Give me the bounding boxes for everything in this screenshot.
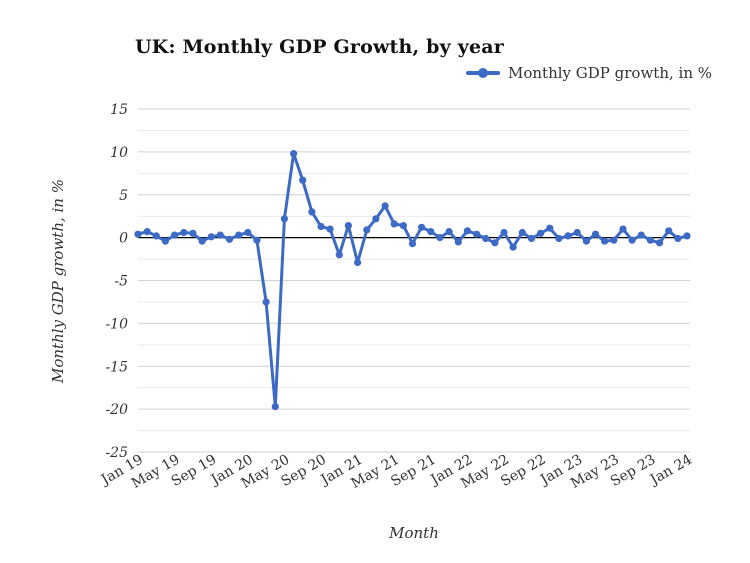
- data-point-marker: [280, 215, 288, 223]
- data-point-marker: [225, 235, 234, 243]
- data-point-marker: [390, 220, 398, 228]
- data-point-marker: [637, 231, 645, 239]
- y-tick-label: -10: [105, 316, 128, 332]
- y-tick-label: 0: [119, 231, 128, 247]
- data-point-marker: [518, 228, 526, 237]
- data-point-marker: [665, 227, 673, 235]
- data-point-marker: [482, 234, 490, 243]
- data-point-marker: [381, 202, 389, 210]
- legend-line-dot-icon: [466, 68, 500, 78]
- data-point-marker: [326, 225, 334, 233]
- data-point-marker: [564, 232, 572, 240]
- data-point-marker: [646, 236, 655, 244]
- y-tick-label: -25: [105, 445, 128, 461]
- data-point-marker: [372, 215, 380, 223]
- data-point-marker: [674, 234, 682, 243]
- data-point-marker: [399, 222, 407, 230]
- data-point-marker: [582, 237, 591, 245]
- data-point-marker: [363, 226, 371, 234]
- chart-title: UK: Monthly GDP Growth, by year: [135, 36, 504, 58]
- data-point-marker: [546, 224, 554, 232]
- y-tick-label: -5: [114, 274, 128, 290]
- y-tick-label: 10: [110, 145, 128, 161]
- data-point-marker: [463, 227, 471, 235]
- data-point-marker: [244, 228, 252, 237]
- legend: Monthly GDP growth, in %: [466, 64, 712, 82]
- data-point-marker: [299, 176, 307, 184]
- data-point-marker: [655, 239, 664, 247]
- data-point-marker: [143, 228, 151, 236]
- data-point-marker: [344, 222, 352, 230]
- data-point-marker: [189, 229, 197, 237]
- y-tick-label: 5: [119, 188, 128, 204]
- data-point-marker: [509, 243, 517, 251]
- data-point-marker: [308, 208, 316, 216]
- data-point-marker: [527, 234, 536, 243]
- data-point-marker: [152, 232, 160, 240]
- data-point-marker: [235, 231, 243, 239]
- data-point-marker: [207, 233, 215, 241]
- data-point-marker: [171, 231, 179, 239]
- data-point-marker: [573, 228, 581, 237]
- data-point-marker: [198, 237, 206, 245]
- data-point-marker: [354, 258, 362, 267]
- data-point-marker: [610, 236, 618, 244]
- data-point-marker: [619, 225, 627, 233]
- data-point-marker: [161, 237, 169, 245]
- data-point-marker: [454, 238, 462, 246]
- data-point-marker: [427, 228, 435, 236]
- data-point-marker: [216, 231, 224, 239]
- data-point-marker: [628, 236, 636, 244]
- y-tick-label: -20: [105, 402, 128, 418]
- y-axis-title: Monthly GDP growth, in %: [49, 179, 67, 383]
- data-point-marker: [335, 251, 343, 259]
- y-tick-label: -15: [105, 359, 128, 375]
- data-point-marker: [473, 230, 481, 238]
- y-tick-label: 15: [110, 102, 128, 118]
- x-axis-title: Month: [389, 524, 439, 542]
- data-point-marker: [262, 298, 270, 306]
- data-point-marker: [591, 230, 600, 238]
- data-point-marker: [436, 234, 444, 242]
- data-point-marker: [683, 232, 691, 240]
- data-point-marker: [180, 228, 188, 237]
- data-point-marker: [271, 403, 279, 411]
- data-point-marker: [253, 236, 261, 244]
- data-point-marker: [445, 228, 453, 236]
- data-point-marker: [418, 223, 426, 231]
- data-point-marker: [134, 230, 142, 238]
- data-point-marker: [408, 240, 417, 248]
- data-point-marker: [491, 239, 499, 247]
- data-point-marker: [500, 228, 508, 237]
- data-point-marker: [537, 229, 545, 237]
- data-point-marker: [555, 234, 563, 243]
- data-point-marker: [601, 237, 609, 245]
- data-point-marker: [290, 150, 298, 158]
- data-point-marker: [317, 222, 325, 231]
- legend-label: Monthly GDP growth, in %: [508, 64, 712, 82]
